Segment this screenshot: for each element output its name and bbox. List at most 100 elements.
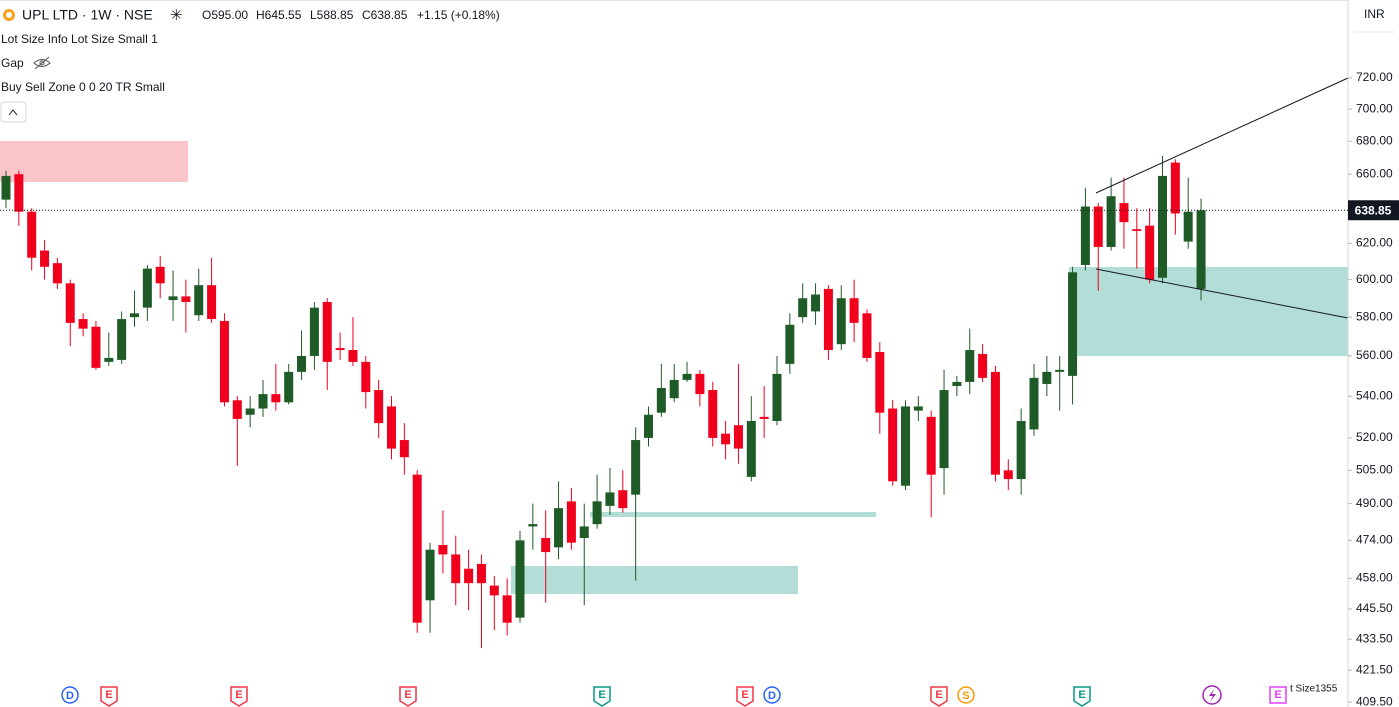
candle-body [40, 250, 50, 267]
candle-body [322, 301, 332, 362]
event-label: E [235, 689, 242, 701]
candle-body [721, 433, 731, 445]
candle-body [297, 355, 307, 372]
status-icon: ✳ [170, 7, 183, 24]
event-badge[interactable] [61, 686, 79, 704]
y-tick-label: 445.50 [1356, 601, 1393, 615]
hide-icon[interactable] [33, 56, 51, 70]
event-badge[interactable] [230, 686, 248, 707]
candle-body [836, 298, 846, 345]
candle-body [348, 350, 358, 362]
candle-body [759, 416, 769, 419]
candle-body [926, 416, 936, 475]
candle-body [605, 492, 615, 506]
candle-body [65, 283, 75, 323]
y-tick-label: 620.00 [1356, 236, 1393, 250]
candle-body [682, 373, 692, 380]
candle-body [708, 390, 718, 438]
demand-zone [590, 512, 876, 517]
candle-body [309, 307, 319, 356]
indicator-label[interactable]: Buy Sell Zone 0 0 20 TR Small [1, 80, 165, 94]
trend-line [1095, 77, 1349, 194]
ohlc-high: H645.55 [256, 8, 302, 22]
event-label: E [598, 689, 605, 701]
candle-body [258, 394, 268, 409]
candle-body [952, 381, 962, 386]
candle-body [566, 501, 576, 543]
event-label: E [935, 689, 942, 701]
candle-body [823, 288, 833, 351]
event-badge[interactable] [736, 686, 754, 707]
indicator-label[interactable]: Gap [1, 56, 24, 70]
demand-zone [511, 566, 798, 594]
event-label: E [105, 689, 112, 701]
event-badge[interactable] [957, 686, 975, 704]
candle-body [194, 285, 204, 316]
candle-body [14, 174, 24, 212]
candle-body [438, 545, 448, 555]
candle-body [901, 406, 910, 486]
candle-body [284, 371, 294, 403]
candle-body [1029, 377, 1039, 430]
candle-body [528, 524, 538, 527]
event-label: E [404, 689, 411, 701]
y-tick-label: 409.50 [1356, 694, 1393, 707]
y-tick-label: 421.50 [1356, 662, 1393, 676]
symbol-title[interactable]: UPL LTD · 1W · NSE [22, 7, 153, 23]
candle-body [1003, 470, 1013, 480]
candle-body [155, 266, 165, 284]
candle-body [232, 400, 242, 419]
event-badge[interactable] [763, 686, 781, 704]
demand-zone [1069, 267, 1348, 356]
candle-body [78, 319, 88, 329]
candle-body [1170, 162, 1180, 214]
ohlc-change: +1.15 (+0.18%) [417, 8, 500, 22]
collapse-button[interactable] [0, 101, 27, 123]
footer-text: t Size1355 [1290, 684, 1338, 695]
collapse-icon [8, 109, 18, 116]
y-tick-label: 505.00 [1356, 462, 1393, 476]
event-badge[interactable] [399, 686, 417, 707]
indicator-label[interactable]: Lot Size Info Lot Size Small 1 [1, 32, 158, 46]
candle-body [476, 563, 486, 584]
candle-body [1119, 203, 1129, 223]
candle-body [181, 296, 191, 302]
candle-body [1196, 210, 1206, 289]
candle-body [489, 585, 499, 596]
candle-body [695, 373, 705, 395]
y-tick-label: 474.00 [1356, 533, 1393, 547]
candle-body [888, 408, 898, 482]
event-icon [1209, 689, 1216, 702]
candle-body [104, 357, 114, 362]
trend-line [1095, 268, 1349, 319]
candle-body [798, 298, 808, 318]
candle-body [1016, 421, 1026, 480]
event-badge[interactable] [930, 686, 948, 707]
candle-body [862, 313, 872, 358]
candle-body [656, 388, 666, 413]
candle-body [361, 361, 371, 393]
currency[interactable]: INR [1364, 7, 1385, 21]
symbol-logo [6, 12, 12, 18]
y-tick-label: 540.00 [1356, 388, 1393, 402]
event-badge[interactable] [1073, 686, 1091, 707]
candle-body [965, 350, 975, 382]
event-badge[interactable] [1269, 686, 1287, 704]
candle-body [1132, 229, 1142, 231]
candle-body [811, 294, 821, 312]
event-badge[interactable] [100, 686, 118, 707]
candle-body [592, 501, 602, 525]
candle-body [117, 319, 127, 360]
candle-body [554, 508, 564, 548]
candle-body [746, 421, 756, 477]
candle-body [1, 175, 11, 200]
y-tick-label: 520.00 [1356, 430, 1393, 444]
candle-body [374, 390, 384, 424]
candle-body [785, 324, 795, 364]
candle-body [849, 298, 859, 323]
candle-body [219, 320, 229, 403]
candle-body [669, 379, 679, 399]
event-label: E [741, 689, 748, 701]
event-badge[interactable] [593, 686, 611, 707]
